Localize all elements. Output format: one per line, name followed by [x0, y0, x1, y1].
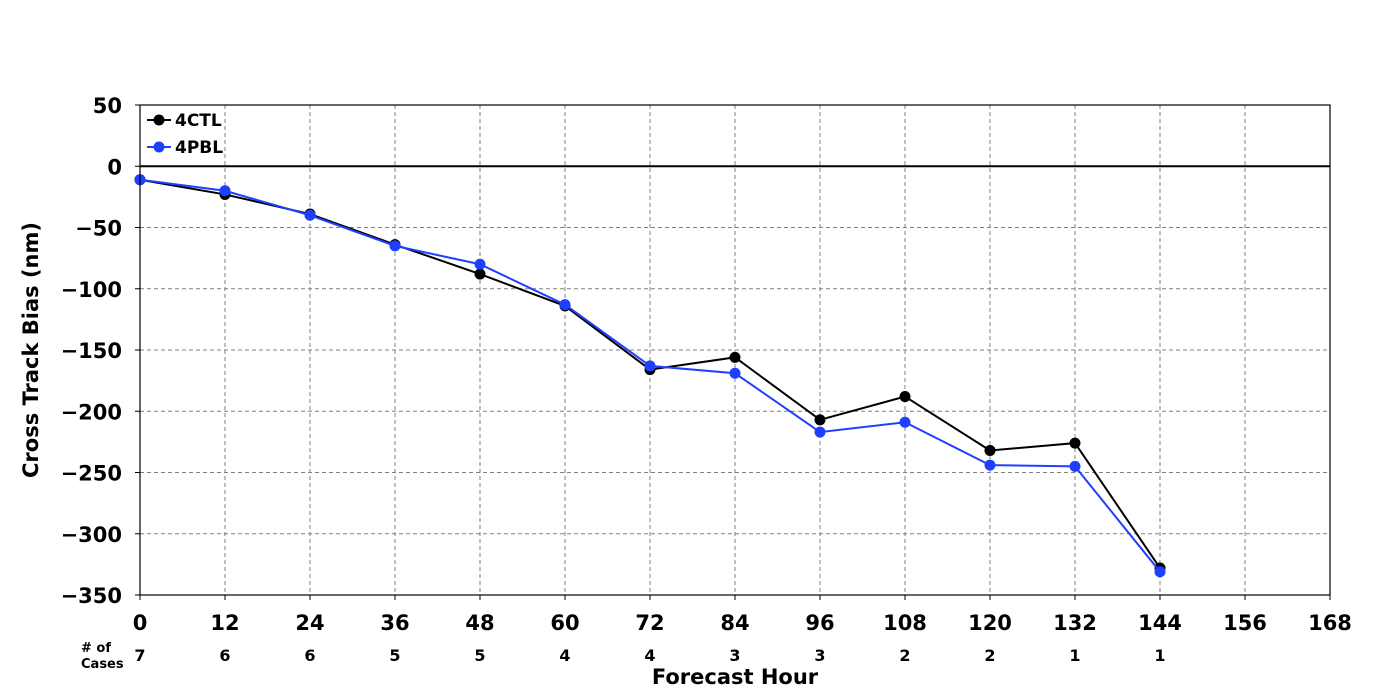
case-count: 6 — [219, 646, 230, 665]
y-tick-label: −200 — [61, 400, 122, 424]
x-axis-ticks: 0 12 24 36 48 60 72 84 96 108 120 132 144 156 168 — [133, 595, 1352, 635]
legend-label-4pbl: 4PBL — [175, 138, 223, 158]
y-axis-ticks: 50 0 −50 −100 −150 −200 −250 −300 −350 — [61, 94, 140, 608]
x-tick-label: 96 — [805, 611, 834, 635]
y-tick-label: −100 — [61, 278, 122, 302]
case-count: 7 — [134, 646, 145, 665]
x-tick-label: 12 — [210, 611, 239, 635]
case-count: 3 — [814, 646, 825, 665]
x-tick-label: 108 — [883, 611, 927, 635]
series-point-4pbl — [899, 416, 911, 428]
cases-title-line2: Cases — [81, 657, 124, 672]
case-count: 3 — [729, 646, 740, 665]
y-tick-label: −300 — [61, 523, 122, 547]
case-count: 1 — [1069, 646, 1080, 665]
x-axis-label: Forecast Hour — [652, 665, 819, 689]
y-tick-label: 0 — [107, 155, 122, 179]
x-tick-label: 84 — [720, 611, 749, 635]
legend-label-4ctl: 4CTL — [175, 111, 222, 131]
series-point-4pbl — [814, 426, 826, 438]
case-count: 2 — [984, 646, 995, 665]
grid-layer — [140, 105, 1330, 595]
series-layer — [134, 174, 1166, 578]
x-tick-label: 0 — [133, 611, 148, 635]
series-point-4pbl — [219, 185, 231, 197]
x-tick-label: 144 — [1138, 611, 1182, 635]
x-tick-label: 24 — [295, 611, 324, 635]
y-axis-label: Cross Track Bias (nm) — [19, 222, 43, 478]
series-point-4pbl — [304, 209, 316, 221]
y-tick-label: −250 — [61, 462, 122, 486]
series-point-4ctl — [1069, 437, 1081, 449]
x-tick-label: 156 — [1223, 611, 1267, 635]
y-tick-label: −150 — [61, 339, 122, 363]
cases-row: # of Cases 7 6 6 5 5 4 4 3 3 2 2 1 1 — [81, 641, 1166, 672]
series-point-4pbl — [474, 258, 486, 270]
case-count: 5 — [474, 646, 485, 665]
x-tick-label: 36 — [380, 611, 409, 635]
case-count: 1 — [1154, 646, 1165, 665]
series-point-4ctl — [984, 444, 996, 456]
series-point-4pbl — [984, 459, 996, 471]
case-count: 4 — [644, 646, 655, 665]
series-point-4ctl — [474, 268, 486, 280]
x-tick-label: 168 — [1308, 611, 1352, 635]
case-count: 5 — [389, 646, 400, 665]
legend: 4CTL 4PBL — [147, 111, 223, 158]
series-point-4pbl — [1069, 460, 1081, 472]
series-point-4pbl — [644, 360, 656, 372]
y-tick-label: −50 — [75, 217, 122, 241]
legend-marker-4ctl — [153, 114, 165, 126]
case-count: 6 — [304, 646, 315, 665]
y-tick-label: −350 — [61, 584, 122, 608]
y-tick-label: 50 — [93, 94, 122, 118]
x-tick-label: 48 — [465, 611, 494, 635]
legend-marker-4pbl — [153, 141, 165, 153]
series-point-4pbl — [559, 299, 571, 311]
cases-title-line1: # of — [81, 641, 111, 656]
x-tick-label: 72 — [635, 611, 664, 635]
x-tick-label: 60 — [550, 611, 579, 635]
x-tick-label: 120 — [968, 611, 1012, 635]
series-point-4ctl — [814, 414, 826, 426]
series-point-4pbl — [1154, 566, 1166, 578]
series-point-4pbl — [389, 240, 401, 252]
series-point-4pbl — [729, 367, 741, 379]
case-count: 2 — [899, 646, 910, 665]
x-tick-label: 132 — [1053, 611, 1097, 635]
series-point-4ctl — [899, 391, 911, 403]
series-point-4ctl — [729, 351, 741, 363]
case-count: 4 — [559, 646, 570, 665]
